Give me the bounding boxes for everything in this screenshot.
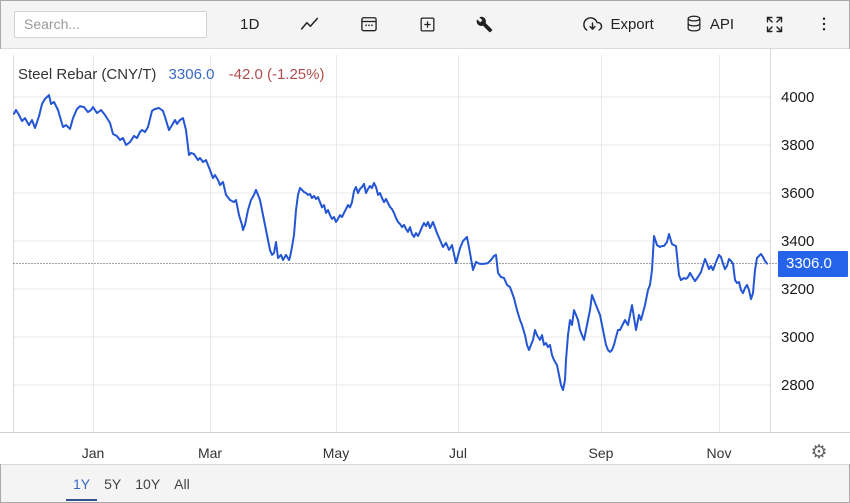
database-icon	[684, 14, 704, 34]
date-range-button[interactable]	[356, 12, 382, 36]
instrument-name: Steel Rebar (CNY/T)	[18, 66, 157, 83]
time-axis-label: Jan	[81, 445, 105, 461]
export-label: Export	[610, 15, 654, 33]
price-axis-label: 3400	[781, 232, 815, 250]
current-price-box: 3306.0	[778, 250, 848, 277]
price-axis-label: 3800	[781, 136, 815, 154]
time-axis-label: Jul	[449, 445, 467, 461]
tools-button[interactable]	[473, 14, 496, 35]
chart-canvas[interactable]	[0, 49, 850, 464]
price-axis-label: 2800	[781, 376, 815, 394]
range-tab-10y[interactable]: 10Y	[135, 476, 161, 492]
export-button[interactable]: Export	[578, 11, 656, 38]
line-chart-icon	[299, 14, 320, 35]
chart-region: Steel Rebar (CNY/T) 3306.0 -42.0 (-1.25%…	[0, 49, 850, 464]
expand-icon	[764, 14, 785, 35]
time-axis-label: Sep	[588, 445, 614, 461]
compare-add-button[interactable]	[415, 13, 440, 36]
time-axis: Jan Mar May Jul Sep Nov	[0, 443, 850, 463]
price-axis-label: 3000	[781, 328, 815, 346]
time-axis-label: May	[322, 445, 350, 461]
range-tab-all[interactable]: All	[174, 476, 190, 492]
interval-button[interactable]: 1D	[237, 14, 263, 35]
price-axis-label: 4000	[781, 88, 815, 106]
time-axis-label: Mar	[197, 445, 223, 461]
search-input[interactable]	[14, 10, 207, 38]
wrench-icon	[476, 16, 493, 33]
chart-header: Steel Rebar (CNY/T) 3306.0 -42.0 (-1.25%…	[18, 66, 324, 83]
range-tab-1y[interactable]: 1Y	[66, 467, 98, 501]
cloud-download-icon	[581, 13, 604, 36]
calendar-icon	[359, 14, 379, 34]
price-line-series	[13, 94, 768, 391]
api-label: API	[709, 15, 734, 33]
price-change: -42.0 (-1.25%)	[228, 66, 325, 83]
api-button[interactable]: API	[681, 12, 737, 36]
range-tab-5y[interactable]: 5Y	[104, 476, 122, 492]
plus-square-icon	[418, 15, 437, 34]
price-axis-label: 3600	[781, 184, 815, 202]
fullscreen-button[interactable]	[761, 12, 788, 37]
more-menu-button[interactable]	[812, 13, 836, 35]
settings-gear-button[interactable]: ⚙	[810, 441, 828, 463]
chart-type-button[interactable]	[296, 12, 323, 37]
kebab-menu-icon	[815, 15, 833, 33]
time-axis-label: Nov	[706, 445, 732, 461]
price-axis-label: 3200	[781, 280, 815, 298]
toolbar: 1D Export	[0, 0, 850, 49]
last-price: 3306.0	[168, 66, 215, 83]
range-tab-bar: 1Y 5Y 10Y All	[0, 464, 850, 503]
